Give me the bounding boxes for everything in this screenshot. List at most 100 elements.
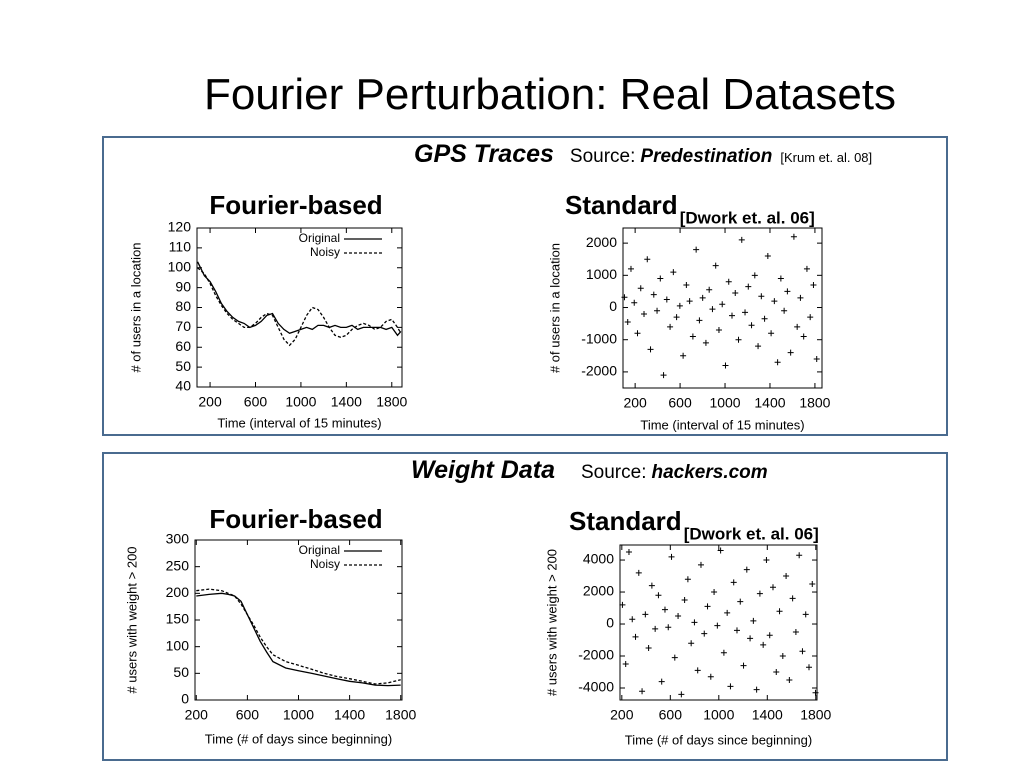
scatter-point: [774, 359, 781, 366]
chart-title: Standard: [565, 190, 678, 220]
scatter-point: [719, 301, 726, 308]
scatter-point: [655, 592, 662, 599]
scatter-point: [737, 598, 744, 605]
scatter-point: [629, 616, 636, 623]
y-tick-label: 0: [181, 691, 189, 707]
dataset-name: GPS Traces: [414, 140, 554, 168]
y-tick-label: 50: [173, 664, 189, 680]
scatter-point: [805, 664, 812, 671]
scatter-point: [622, 661, 629, 668]
plot-frame: [194, 539, 403, 701]
scatter-point: [745, 283, 752, 290]
panel-box: [102, 452, 948, 761]
scatter-point: [784, 288, 791, 295]
scatter-point: [699, 294, 706, 301]
scatter-point: [796, 552, 803, 559]
scatter-point: [673, 314, 680, 321]
scatter-point: [802, 611, 809, 618]
scatter-point: [678, 691, 685, 698]
source-label: Source:: [581, 462, 647, 483]
scatter-point: [644, 256, 651, 263]
scatter-point: [663, 296, 670, 303]
y-tick-label: 0: [606, 615, 614, 631]
scatter-point: [764, 253, 771, 260]
scatter-point: [748, 322, 755, 329]
scatter-point: [689, 333, 696, 340]
scatter-point: [724, 609, 731, 616]
y-tick-label: -2000: [578, 647, 614, 663]
scatter-point: [750, 617, 757, 624]
scatter-point: [632, 633, 639, 640]
y-axis-label: # of users in a location: [128, 242, 143, 372]
scatter-point: [760, 641, 767, 648]
scatter-point: [657, 275, 664, 282]
scatter-point: [792, 629, 799, 636]
scatter-point: [807, 314, 814, 321]
y-tick-label: 1000: [586, 266, 617, 282]
x-tick-label: 1000: [709, 395, 740, 411]
y-tick-label: 100: [166, 637, 190, 653]
scatter-point: [751, 272, 758, 279]
x-tick-label: 1800: [376, 394, 407, 410]
plot-frame: [622, 227, 823, 389]
y-axis-label: # of users in a location: [547, 243, 562, 373]
x-tick-label: 1000: [285, 394, 316, 410]
scatter-point: [768, 330, 775, 337]
chart-title: Fourier-based: [209, 504, 382, 534]
scatter-point: [813, 356, 820, 363]
plot-frame: [196, 227, 403, 388]
chart-title: Fourier-based: [209, 190, 382, 220]
scatter-point: [800, 333, 807, 340]
scatter-point: [660, 372, 667, 379]
scatter-point: [684, 576, 691, 583]
scatter-point: [696, 317, 703, 324]
scatter-point: [725, 278, 732, 285]
y-tick-label: 200: [166, 584, 190, 600]
scatter-point: [648, 582, 655, 589]
x-tick-label: 1800: [385, 707, 416, 723]
scatter-point: [776, 608, 783, 615]
x-axis-label: Time (interval of 15 minutes): [640, 417, 804, 432]
scatter-point: [706, 286, 713, 293]
x-tick-label: 200: [623, 395, 647, 411]
y-axis-label: # users with weight > 200: [124, 546, 139, 693]
scatter-point: [654, 307, 661, 314]
scatter-point: [661, 606, 668, 613]
scatter-point: [720, 649, 727, 656]
panel-header: Weight Data Source: hackers.com: [411, 456, 768, 485]
y-tick-label: 70: [175, 318, 191, 334]
scatter-point: [650, 291, 657, 298]
x-tick-label: 600: [236, 707, 260, 723]
scatter-point: [735, 336, 742, 343]
x-axis-label: Time (# of days since beginning): [205, 731, 392, 746]
scatter-point: [712, 262, 719, 269]
scatter-point: [619, 601, 626, 608]
scatter-point: [789, 595, 796, 602]
series-line: [196, 588, 401, 685]
scatter-point: [691, 619, 698, 626]
x-tick-label: 1800: [800, 707, 831, 723]
y-tick-label: 110: [169, 239, 192, 255]
scatter-point: [730, 579, 737, 586]
scatter-point: [697, 561, 704, 568]
scatter-point: [777, 275, 784, 282]
x-tick-label: 200: [185, 707, 209, 723]
y-tick-label: 300: [166, 531, 190, 547]
legend-label: Original: [299, 231, 340, 245]
x-tick-label: 1400: [752, 707, 783, 723]
series-line: [197, 261, 402, 337]
scatter-point: [763, 557, 770, 564]
scatter-point: [711, 589, 718, 596]
scatter-point: [797, 294, 804, 301]
scatter-point: [732, 290, 739, 297]
series-line: [196, 592, 401, 687]
y-tick-label: 4000: [583, 551, 614, 567]
scatter-point: [680, 352, 687, 359]
scatter-point: [621, 294, 628, 301]
scatter-point: [681, 597, 688, 604]
scatter-point: [635, 569, 642, 576]
y-tick-label: 250: [166, 557, 190, 573]
y-tick-label: -4000: [578, 679, 614, 695]
scatter-point: [702, 339, 709, 346]
